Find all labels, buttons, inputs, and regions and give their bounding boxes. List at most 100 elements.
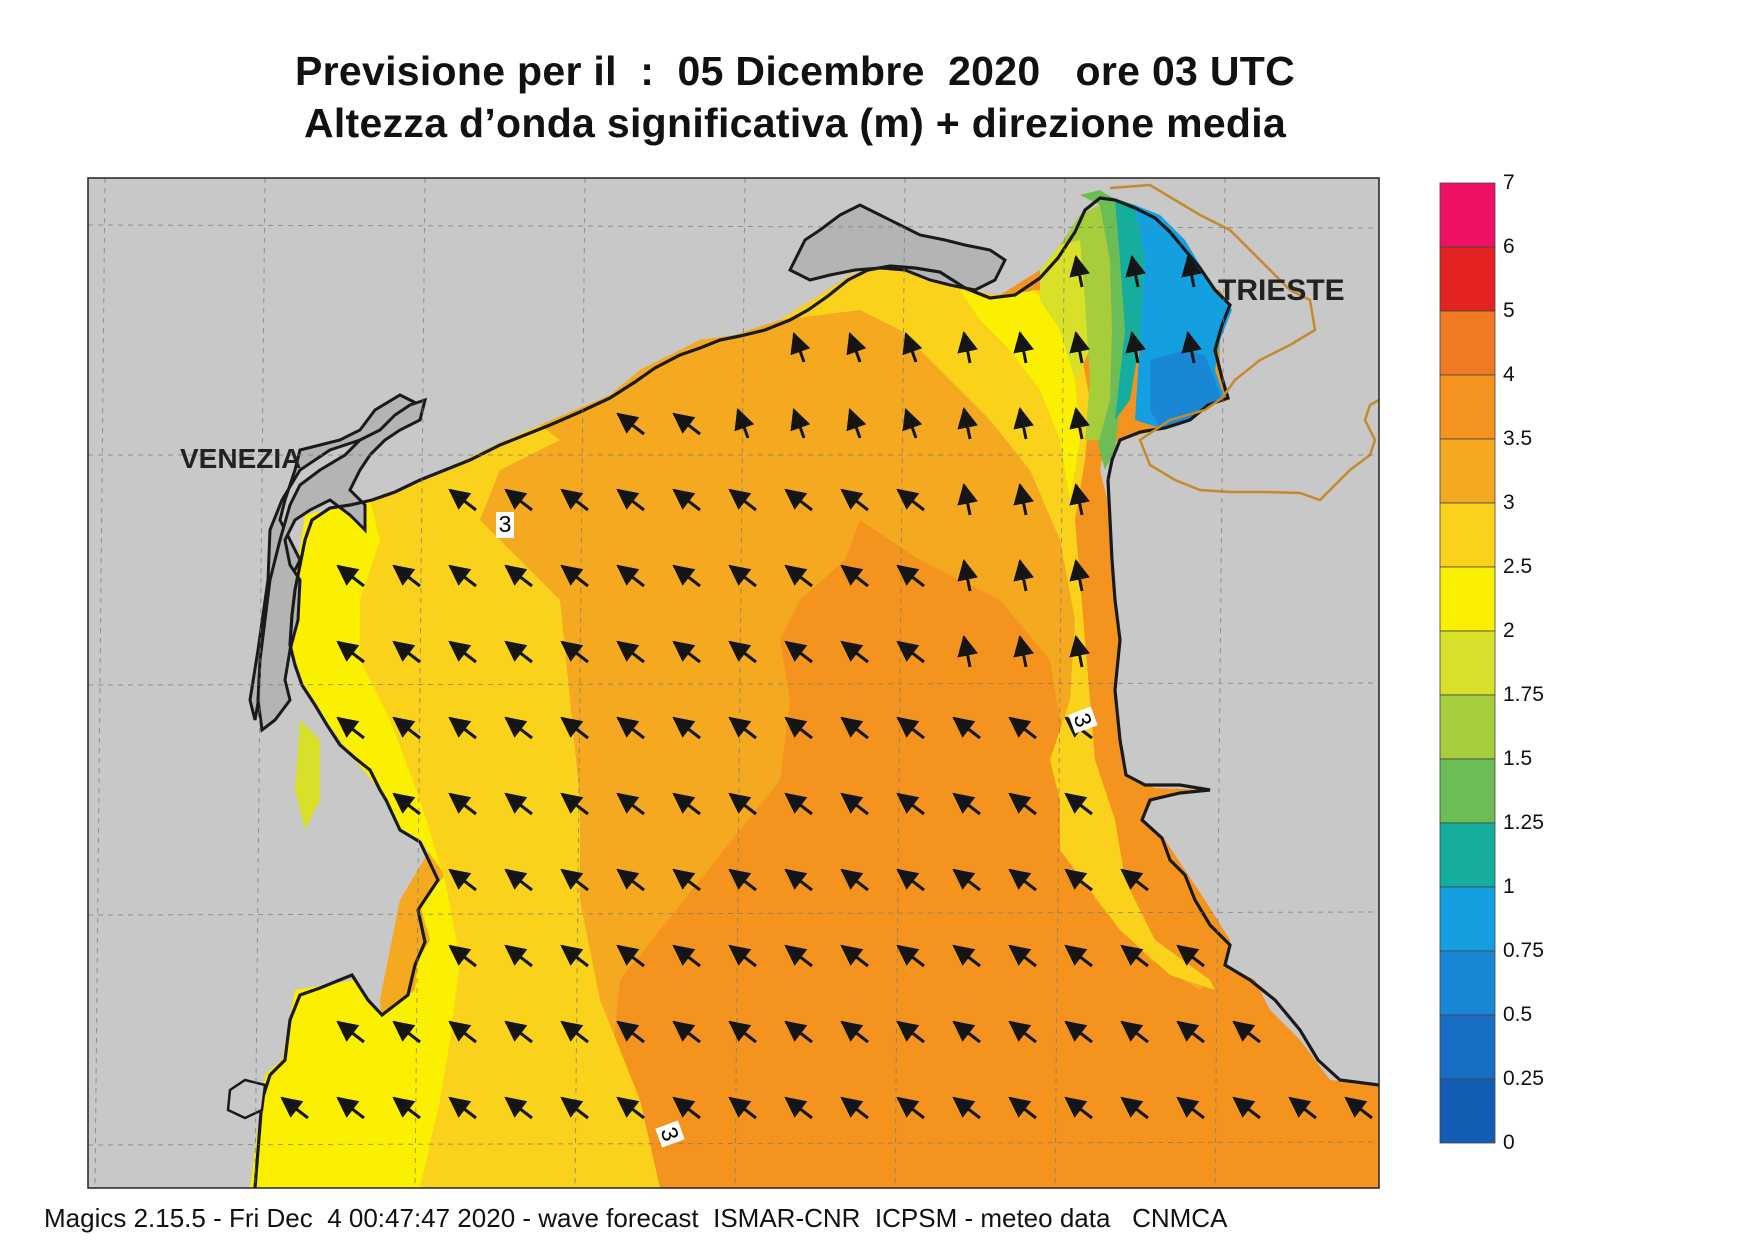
direction-arrow <box>957 482 979 516</box>
direction-arrow <box>1125 254 1147 288</box>
direction-arrow <box>504 488 533 512</box>
direction-arrow <box>504 1096 533 1120</box>
direction-arrow <box>560 868 589 892</box>
legend-swatch-10 <box>1439 822 1496 888</box>
wave-band-1.75-2-west <box>295 720 320 830</box>
direction-arrow <box>448 792 477 816</box>
direction-arrow <box>616 792 645 816</box>
direction-arrow <box>1232 1096 1261 1120</box>
direction-arrow <box>392 564 421 588</box>
direction-arrow <box>734 408 755 439</box>
direction-arrow <box>1013 482 1035 516</box>
legend-swatch-14 <box>1439 1078 1496 1144</box>
direction-arrow <box>1181 254 1203 288</box>
direction-arrow <box>952 944 981 968</box>
legend-swatch-8 <box>1439 694 1496 760</box>
venice-lagoon-shape <box>256 397 428 733</box>
direction-arrow <box>392 716 421 740</box>
contour-label-3-north: 3 <box>499 511 512 537</box>
direction-arrow <box>1176 944 1205 968</box>
direction-arrow <box>392 1096 421 1120</box>
direction-arrow <box>616 1020 645 1044</box>
direction-arrow <box>448 1020 477 1044</box>
direction-arrow <box>896 488 925 512</box>
map-title-line1: Previsione per il : 05 Dicembre 2020 ore… <box>294 48 1296 94</box>
direction-arrow <box>560 1020 589 1044</box>
coastline-north <box>253 196 1232 1188</box>
wave-band-1.5-1.75 <box>1060 205 1112 440</box>
direction-arrow <box>728 716 757 740</box>
direction-arrow <box>1120 944 1149 968</box>
direction-arrow <box>560 716 589 740</box>
legend-swatch-12 <box>1439 950 1496 1016</box>
wave-band-0.5-0.75 <box>1150 350 1222 428</box>
direction-arrow <box>1008 944 1037 968</box>
direction-arrow <box>280 1096 309 1120</box>
direction-arrow <box>1181 330 1203 364</box>
direction-arrow <box>784 868 813 892</box>
direction-arrow <box>448 716 477 740</box>
direction-arrow <box>1013 634 1035 668</box>
direction-arrow <box>1008 868 1037 892</box>
legend-swatch-9 <box>1439 758 1496 824</box>
direction-arrow <box>448 868 477 892</box>
direction-arrow <box>672 488 701 512</box>
direction-arrow <box>840 716 869 740</box>
legend-swatch-2 <box>1439 310 1496 376</box>
color-legend <box>1439 182 1496 1144</box>
direction-arrow <box>1008 792 1037 816</box>
map-area <box>88 178 1379 1188</box>
direction-arrow <box>790 332 811 363</box>
direction-arrow <box>560 564 589 588</box>
direction-arrow <box>392 1020 421 1044</box>
wave-band-2.5-3-north <box>780 265 1215 990</box>
legend-swatch-0 <box>1439 182 1496 248</box>
direction-arrow <box>1288 1096 1317 1120</box>
legend-swatch-1 <box>1439 246 1496 312</box>
direction-arrow <box>448 640 477 664</box>
direction-arrow <box>896 640 925 664</box>
direction-arrow <box>392 640 421 664</box>
legend-tick-6: 6 <box>1503 235 1515 258</box>
legend-tick-2: 2 <box>1503 619 1515 642</box>
direction-arrow <box>1008 716 1037 740</box>
direction-arrow <box>840 1096 869 1120</box>
wave-direction-arrows <box>280 254 1373 1120</box>
direction-arrow <box>728 640 757 664</box>
direction-arrow <box>728 868 757 892</box>
direction-arrow <box>728 564 757 588</box>
direction-arrow <box>672 640 701 664</box>
direction-arrow <box>957 330 979 364</box>
direction-arrow <box>616 868 645 892</box>
direction-arrow <box>672 412 701 436</box>
direction-arrow <box>504 944 533 968</box>
direction-arrow <box>1344 1096 1373 1120</box>
legend-tick-1.5: 1.5 <box>1503 747 1533 770</box>
direction-arrow <box>728 792 757 816</box>
direction-arrow <box>336 564 365 588</box>
direction-arrow <box>1176 1096 1205 1120</box>
direction-arrow <box>728 488 757 512</box>
legend-swatch-6 <box>1439 566 1496 632</box>
direction-arrow <box>840 792 869 816</box>
direction-arrow <box>957 558 979 592</box>
direction-arrow <box>896 1096 925 1120</box>
direction-arrow <box>504 716 533 740</box>
direction-arrow <box>448 488 477 512</box>
direction-arrow <box>790 408 811 439</box>
direction-arrow <box>840 564 869 588</box>
direction-arrow <box>1064 1096 1093 1120</box>
direction-arrow <box>672 564 701 588</box>
legend-tick-0.25: 0.25 <box>1503 1067 1544 1090</box>
direction-arrow <box>784 1096 813 1120</box>
contour-labels: 3 3 3 <box>496 511 1098 1148</box>
legend-tick-3.5: 3.5 <box>1503 427 1533 450</box>
direction-arrow <box>840 488 869 512</box>
legend-swatch-13 <box>1439 1014 1496 1080</box>
direction-arrow <box>784 1020 813 1044</box>
direction-arrow <box>616 488 645 512</box>
direction-arrow <box>1176 1020 1205 1044</box>
direction-arrow <box>448 1096 477 1120</box>
direction-arrow <box>784 640 813 664</box>
direction-arrow <box>392 792 421 816</box>
